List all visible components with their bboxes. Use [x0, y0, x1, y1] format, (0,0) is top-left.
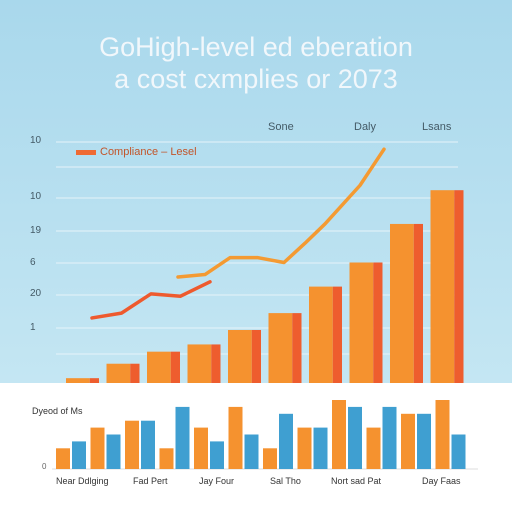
lower-bar-orange [263, 448, 277, 469]
y-tick-label: 19 [30, 225, 42, 236]
x-category-label: Day Faas [422, 476, 461, 486]
bar [268, 313, 293, 383]
lower-bar-orange [297, 427, 312, 469]
lower-bar-blue [141, 420, 155, 469]
y-tick-label: 6 [30, 257, 36, 268]
x-category-label: Nort sad Pat [331, 476, 382, 486]
bar [66, 378, 90, 383]
chart-background-panel [0, 0, 512, 383]
series-line-secondary [176, 147, 386, 279]
lower-bar-blue [382, 406, 397, 469]
bar [147, 351, 171, 383]
y-tick-label: 10 [30, 135, 42, 146]
lower-bar-blue [244, 434, 259, 469]
bar-shade [413, 223, 423, 383]
lower-bar-orange [401, 413, 415, 469]
bar [430, 190, 455, 383]
lower-bar-orange [332, 400, 346, 469]
lower-bar-blue [417, 413, 431, 469]
bar-shade [454, 190, 464, 383]
lower-bar-blue [210, 441, 224, 469]
lower-bar-orange [56, 448, 70, 469]
bar [106, 363, 131, 383]
lower-bar-orange [159, 448, 174, 469]
y-tick-label: 10 [30, 191, 42, 202]
bar-shade [251, 329, 261, 383]
x-category-label: Jay Four [199, 476, 235, 486]
x-category-label: Sal Tho [270, 476, 301, 486]
bar [228, 329, 252, 383]
lower-bar-blue [175, 406, 190, 469]
bar-shade [170, 351, 180, 383]
bar-shade [211, 344, 221, 383]
bar [349, 262, 374, 383]
lower-bar-orange [125, 420, 139, 469]
bar [309, 286, 333, 383]
lower-bar-blue [72, 441, 86, 469]
lower-bar-blue [279, 413, 293, 469]
bar-shade [130, 363, 140, 383]
lower-bar-orange [228, 406, 243, 469]
lower-bar-orange [194, 427, 208, 469]
lower-y-tick-zero: 0 [42, 462, 47, 471]
column-head-1: Sone [268, 121, 294, 133]
lower-bar-orange [435, 400, 450, 469]
lower-bar-orange [366, 427, 381, 469]
legend-swatch [76, 149, 96, 155]
chart-legend: Compliance – Lesel [76, 146, 197, 158]
bar-shade [373, 262, 383, 383]
lower-bar-orange [90, 427, 105, 469]
lower-bar-blue [348, 406, 362, 469]
bar-shade [292, 313, 302, 383]
bar-shade [332, 286, 342, 383]
lower-bar-blue [451, 434, 466, 469]
bar-shade [89, 378, 99, 383]
bar [187, 344, 212, 383]
x-category-label: Fad Pert [133, 476, 168, 486]
column-head-3: Lsans [422, 121, 452, 133]
lower-bar-blue [313, 427, 328, 469]
column-head-2: Daly [354, 121, 377, 133]
legend-label: Compliance – Lesel [100, 146, 197, 158]
series-line-compliance [90, 280, 212, 320]
lower-bar-blue [106, 434, 121, 469]
y-tick-label: 1 [30, 322, 36, 333]
lower-chart-title: Dyeod of Ms [32, 406, 83, 416]
x-category-label: Near Ddlging [56, 476, 109, 486]
chart-title: GoHigh-level ed eberation [99, 32, 413, 62]
bar [390, 223, 414, 383]
y-tick-label: 20 [30, 288, 42, 299]
chart-subtitle: a cost cxmplies or 2073 [114, 64, 398, 94]
